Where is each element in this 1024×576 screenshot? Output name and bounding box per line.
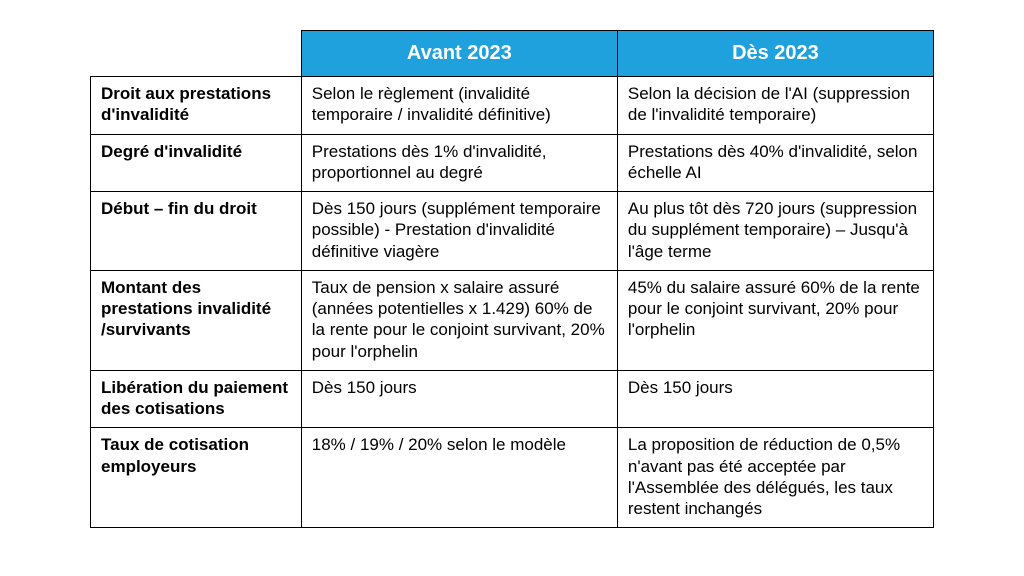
cell-before: 18% / 19% / 20% selon le modèle: [301, 428, 617, 528]
cell-after: Selon la décision de l'AI (suppression d…: [617, 77, 933, 135]
row-label: Début – fin du droit: [91, 192, 302, 271]
cell-before: Dès 150 jours (supplément temporaire pos…: [301, 192, 617, 271]
table-row: Montant des prestations invalidité /surv…: [91, 270, 934, 370]
cell-after: Dès 150 jours: [617, 370, 933, 428]
page-container: Avant 2023 Dès 2023 Droit aux prestation…: [0, 0, 1024, 558]
table-header-row: Avant 2023 Dès 2023: [91, 31, 934, 77]
cell-after: Prestations dès 40% d'invalidité, selon …: [617, 134, 933, 192]
cell-after: La proposition de réduction de 0,5% n'av…: [617, 428, 933, 528]
comparison-table: Avant 2023 Dès 2023 Droit aux prestation…: [90, 30, 934, 528]
cell-after: 45% du salaire assuré 60% de la rente po…: [617, 270, 933, 370]
row-label: Montant des prestations invalidité /surv…: [91, 270, 302, 370]
col-header-before: Avant 2023: [301, 31, 617, 77]
row-label: Degré d'invalidité: [91, 134, 302, 192]
row-label: Droit aux prestations d'invalidité: [91, 77, 302, 135]
cell-before: Selon le règlement (invalidité temporair…: [301, 77, 617, 135]
cell-before: Dès 150 jours: [301, 370, 617, 428]
table-corner-cell: [91, 31, 302, 77]
cell-after: Au plus tôt dès 720 jours (suppression d…: [617, 192, 933, 271]
cell-before: Prestations dès 1% d'invalidité, proport…: [301, 134, 617, 192]
col-header-after: Dès 2023: [617, 31, 933, 77]
row-label: Libération du paiement des cotisations: [91, 370, 302, 428]
table-row: Droit aux prestations d'invalidité Selon…: [91, 77, 934, 135]
table-row: Début – fin du droit Dès 150 jours (supp…: [91, 192, 934, 271]
table-row: Degré d'invalidité Prestations dès 1% d'…: [91, 134, 934, 192]
table-row: Libération du paiement des cotisations D…: [91, 370, 934, 428]
row-label: Taux de cotisation employeurs: [91, 428, 302, 528]
table-row: Taux de cotisation employeurs 18% / 19% …: [91, 428, 934, 528]
cell-before: Taux de pension x salaire assuré (années…: [301, 270, 617, 370]
